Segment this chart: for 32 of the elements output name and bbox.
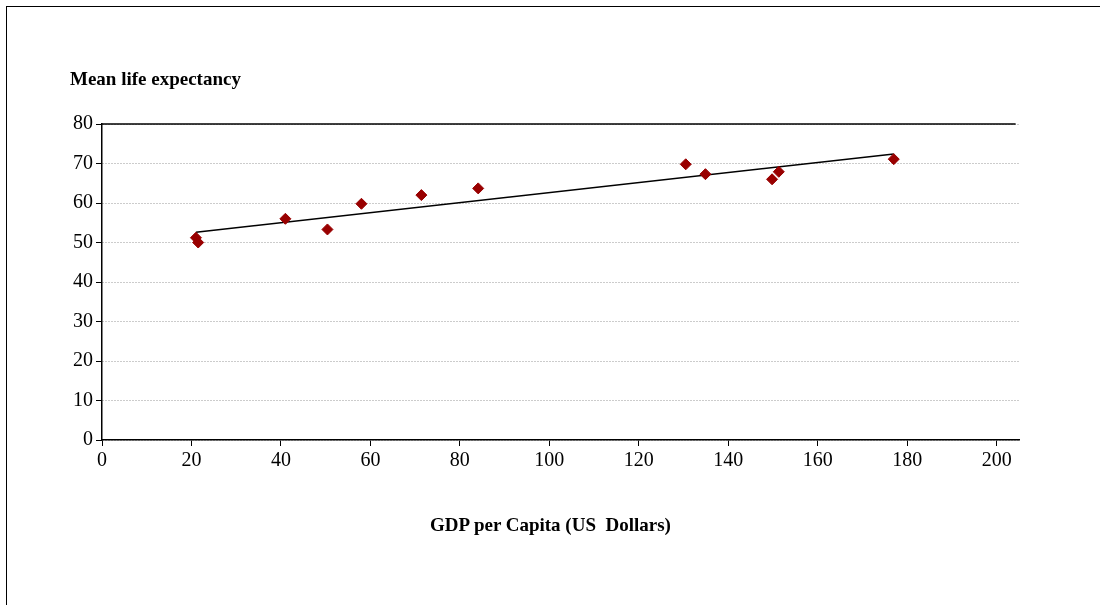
y-tick-label: 10: [73, 387, 93, 410]
x-tick-label: 80: [449, 448, 470, 471]
x-tick-label: 60: [360, 448, 381, 471]
y-tick-label: 0: [83, 427, 93, 450]
y-tick-label: 40: [73, 269, 93, 292]
y-tick-label: 70: [73, 150, 93, 173]
point: [887, 153, 900, 166]
x-tick-label: 0: [97, 448, 107, 471]
point: [279, 212, 292, 225]
x-tick-label: 160: [802, 448, 833, 471]
x-tick-label: 100: [534, 448, 565, 471]
y-tick-label: 60: [73, 190, 93, 213]
x-tick-label: 40: [270, 448, 291, 471]
x-tick-label: 200: [981, 448, 1012, 471]
point: [472, 182, 485, 195]
y-tick-label: 30: [73, 308, 93, 331]
point: [772, 165, 785, 178]
point: [415, 189, 428, 202]
x-tick-label: 20: [181, 448, 202, 471]
x-axis-title: GDP per Capita (US Dollars): [429, 514, 672, 536]
point: [699, 168, 712, 181]
point: [679, 158, 692, 171]
y-tick-label: 20: [73, 348, 93, 371]
y-tick-label: 50: [73, 229, 93, 252]
point: [355, 197, 368, 210]
y-tick-label: 80: [73, 111, 93, 134]
y-axis-title: Mean life expectancy: [70, 68, 241, 90]
x-tick-label: 180: [892, 448, 923, 471]
point: [766, 173, 779, 186]
point: [321, 223, 334, 236]
x-tick-label: 120: [623, 448, 654, 471]
x-tick-label: 140: [713, 448, 744, 471]
